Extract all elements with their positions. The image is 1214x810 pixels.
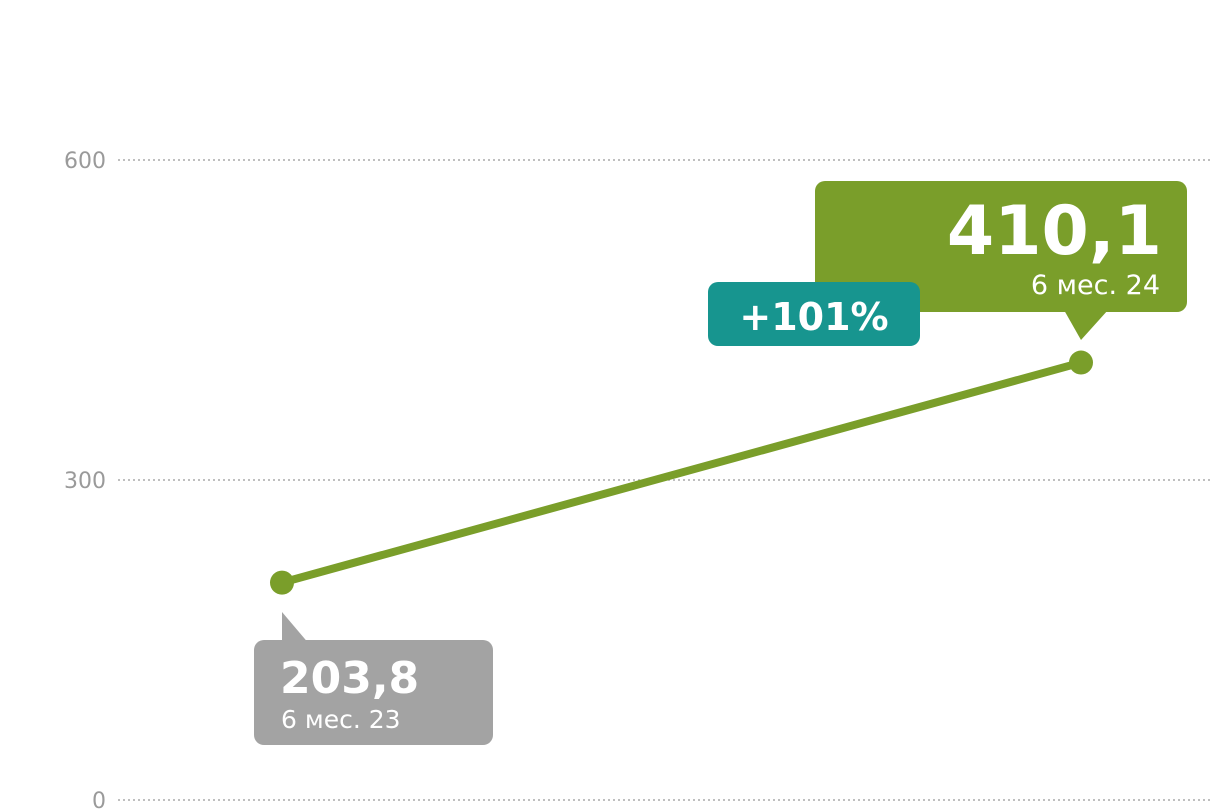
category-label: 6 мес. 24 (1031, 270, 1160, 301)
point (270, 570, 294, 595)
value-label: 410,1 (947, 192, 1162, 271)
line (278, 358, 1085, 587)
badge-box (708, 282, 920, 346)
y-tick-label: 0 (92, 789, 106, 810)
callout-pointer (282, 612, 310, 645)
y-tick-label: 600 (64, 149, 106, 174)
callout-box (254, 640, 493, 745)
point (1069, 350, 1093, 375)
annotation: +101% (739, 295, 888, 339)
callout-first: 203,86 мес. 23 (254, 612, 493, 745)
value-label: 203,8 (280, 653, 419, 704)
callout-last: 410,16 мес. 24 (815, 181, 1187, 340)
category-label: 6 мес. 23 (281, 705, 401, 734)
growth-badge: +101% (708, 282, 920, 346)
callout-box (815, 181, 1187, 312)
y-tick-label: 300 (64, 469, 106, 494)
callout-pointer (1064, 310, 1108, 340)
